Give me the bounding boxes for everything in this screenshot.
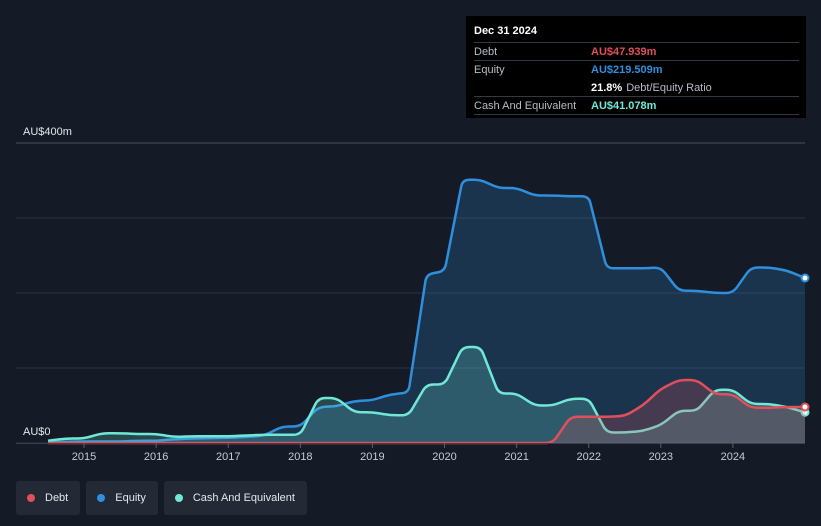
series-layer bbox=[47, 178, 810, 445]
equity-end-marker bbox=[800, 273, 810, 283]
equity-line bbox=[47, 178, 806, 444]
tooltip-cash-value: AU$41.078m bbox=[591, 99, 657, 112]
tooltip-date: Dec 31 2024 bbox=[474, 25, 537, 37]
tooltip-row-debt: Debt AU$47.939m bbox=[474, 42, 799, 60]
legend-label-equity: Equity bbox=[115, 492, 146, 504]
x-tick-label: 2022 bbox=[576, 451, 600, 463]
x-tick-label: 2015 bbox=[72, 451, 96, 463]
legend-label-cash: Cash And Equivalent bbox=[192, 492, 295, 504]
debt-end-marker bbox=[800, 402, 810, 412]
equity-dot-icon bbox=[97, 494, 106, 502]
tooltip-debt-label: Debt bbox=[474, 45, 498, 58]
y-axis-top-label: AU$400m bbox=[23, 126, 72, 138]
x-tick-label: 2023 bbox=[649, 451, 673, 463]
tooltip-row-cash: Cash And Equivalent AU$41.078m bbox=[474, 96, 799, 115]
x-tick-label: 2018 bbox=[288, 451, 312, 463]
debt-area bbox=[48, 380, 805, 443]
tooltip-debt-value: AU$47.939m bbox=[591, 45, 657, 58]
chart-legend: Debt Equity Cash And Equivalent bbox=[16, 481, 307, 515]
tooltip-panel: Dec 31 2024 Debt AU$47.939m Equity AU$21… bbox=[466, 16, 806, 118]
y-axis-bottom-label: AU$0 bbox=[23, 426, 51, 438]
tooltip-equity-label: Equity bbox=[474, 63, 505, 76]
legend-item-debt[interactable]: Debt bbox=[16, 481, 81, 515]
debt-line bbox=[48, 378, 805, 445]
tooltip-row-equity: Equity AU$219.509m bbox=[474, 60, 799, 78]
legend-label-debt: Debt bbox=[45, 492, 69, 504]
tooltip-ratio-value: 21.8% bbox=[591, 81, 623, 94]
x-tick-label: 2017 bbox=[216, 451, 240, 463]
x-tick-label: 2020 bbox=[432, 451, 456, 463]
x-tick-label: 2016 bbox=[144, 451, 168, 463]
tooltip-equity-value: AU$219.509m bbox=[591, 63, 663, 76]
debt-dot-icon bbox=[27, 494, 35, 502]
x-axis: 2015 2016 2017 2018 2019 2020 2021 2022 2023 2024 bbox=[16, 443, 805, 463]
tooltip-row-ratio: 21.8% Debt/Equity Ratio bbox=[474, 78, 799, 96]
tooltip-ratio-label: Debt/Equity Ratio bbox=[626, 81, 712, 94]
tooltip-cash-label: Cash And Equivalent bbox=[474, 99, 577, 112]
x-tick-label: 2024 bbox=[721, 451, 745, 463]
x-tick-label: 2019 bbox=[360, 451, 384, 463]
cash-dot-icon bbox=[174, 494, 183, 502]
cash-and-equivalent-area bbox=[48, 347, 805, 443]
legend-item-cash[interactable]: Cash And Equivalent bbox=[163, 481, 307, 515]
legend-item-equity[interactable]: Equity bbox=[86, 481, 158, 515]
equity-area bbox=[48, 179, 805, 444]
cash-and-equivalent-line bbox=[47, 345, 806, 443]
x-tick-label: 2021 bbox=[504, 451, 528, 463]
